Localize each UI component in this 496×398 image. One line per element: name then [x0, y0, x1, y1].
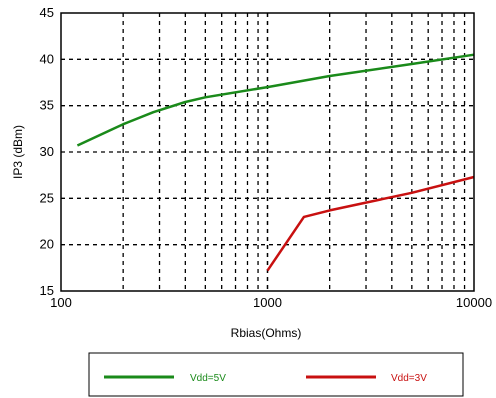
y-tick-label: 30 [40, 144, 54, 159]
y-axis-label: IP3 (dBm) [11, 125, 25, 179]
y-tick-label: 15 [40, 283, 54, 298]
legend: Vdd=5V Vdd=3V [88, 352, 464, 397]
plot-frame [60, 12, 475, 292]
x-tick-label: 100 [50, 295, 72, 310]
series-line-vdd-3v [266, 175, 475, 272]
legend-label-vdd-3v: Vdd=3V [391, 373, 427, 384]
y-tick-labels: 15 20 25 30 35 40 45 [40, 5, 54, 298]
y-tick-label: 25 [40, 190, 54, 205]
x-axis-label: Rbias(Ohms) [231, 326, 302, 340]
x-tick-label: 10000 [456, 295, 492, 310]
y-tick-label: 45 [40, 5, 54, 20]
series-line-vdd-5v [76, 53, 475, 147]
y-tick-label: 20 [40, 237, 54, 252]
x-tick-labels: 100 1000 10000 [50, 295, 492, 310]
legend-box [88, 352, 464, 397]
x-tick-label: 1000 [253, 295, 282, 310]
grid-lines [61, 13, 474, 291]
legend-label-vdd-5v: Vdd=5V [190, 373, 226, 384]
y-tick-label: 40 [40, 51, 54, 66]
series-lines [76, 53, 475, 272]
y-tick-label: 35 [40, 98, 54, 113]
